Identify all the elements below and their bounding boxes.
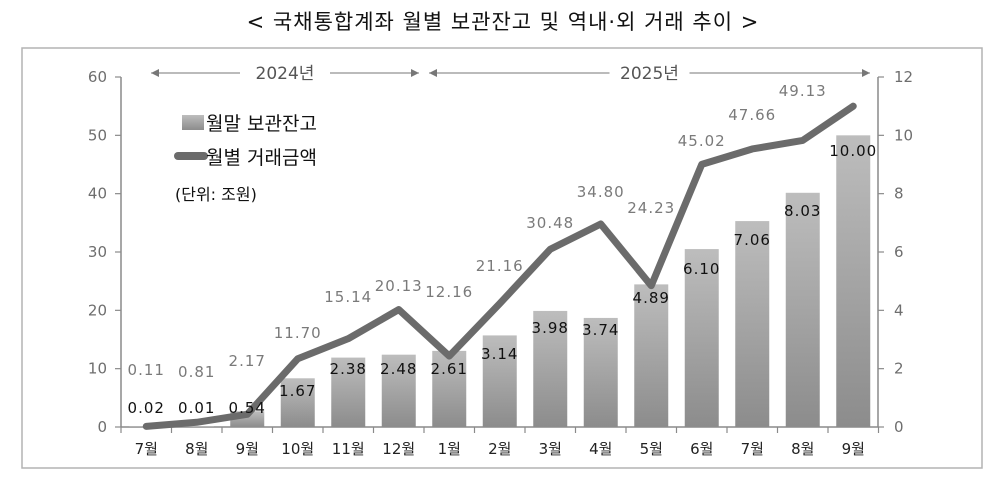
- y-right-tick-label: 10: [894, 126, 913, 144]
- bar-data-label: 3.14: [481, 345, 518, 363]
- bar-data-label: 1.67: [279, 382, 316, 400]
- period-label: 2025년: [620, 64, 679, 84]
- arrow-head-left-icon: [151, 69, 159, 77]
- bar-data-label: 3.74: [582, 321, 619, 339]
- bar-mark: [533, 310, 568, 427]
- legend-bar-swatch: [182, 115, 204, 130]
- y-left-tick-label: 30: [88, 243, 107, 261]
- y-left-tick-label: 10: [88, 360, 107, 378]
- bar-mark: [432, 350, 467, 427]
- bar-mark: [381, 354, 416, 427]
- y-right-tick-label: 6: [894, 243, 904, 261]
- y-right-tick-label: 2: [894, 360, 904, 378]
- x-tick-label: 7월: [135, 440, 158, 458]
- arrow-head-right-icon: [411, 69, 419, 77]
- bar-mark: [836, 135, 871, 428]
- x-tick-label: 9월: [842, 440, 865, 458]
- period-2024-arrow: 2024년: [151, 64, 419, 84]
- y-left-tick-label: 50: [88, 126, 107, 144]
- y-left-tick-label: 0: [97, 418, 107, 436]
- bar-data-label: 6.10: [683, 260, 720, 278]
- legend-bar-label: 월말 보관잔고: [206, 113, 317, 135]
- x-tick-label: 1월: [438, 440, 461, 458]
- line-data-label: 45.02: [678, 132, 726, 150]
- x-tick-label: 5월: [640, 440, 663, 458]
- bar-mark: [634, 284, 669, 427]
- period-label: 2024년: [256, 64, 315, 84]
- bar-mark: [179, 426, 214, 428]
- bar-data-label: 10.00: [829, 142, 877, 160]
- plot-frame: [21, 47, 983, 469]
- bar-mark: [280, 378, 315, 427]
- y-right-tick-label: 8: [894, 185, 904, 203]
- x-tick-label: 9월: [236, 440, 259, 458]
- line-data-label: 2.17: [229, 352, 266, 370]
- bar-data-label: 0.01: [178, 399, 215, 417]
- bar-data-label: 0.54: [229, 399, 266, 417]
- x-tick-label: 12월: [382, 440, 415, 458]
- bar-data-label: 2.48: [380, 360, 417, 378]
- y-left-tick-label: 40: [88, 185, 107, 203]
- line-data-label: 20.13: [375, 277, 423, 295]
- bar-data-label: 0.02: [128, 399, 165, 417]
- bar-data-label: 2.61: [431, 360, 468, 378]
- x-tick-label: 10월: [281, 440, 314, 458]
- line-data-label: 12.16: [425, 283, 473, 301]
- bar-data-label: 3.98: [532, 319, 569, 337]
- line-data-label: 34.80: [577, 183, 625, 201]
- bar-mark: [482, 335, 517, 427]
- line-data-label: 11.70: [274, 324, 322, 342]
- bar-data-label: 8.03: [784, 202, 821, 220]
- x-tick-label: 2월: [488, 440, 511, 458]
- bar-mark: [785, 192, 820, 427]
- chart-title: < 국채통합계좌 월별 보관잔고 및 역내·외 거래 추이 >: [246, 10, 760, 34]
- line-data-label: 0.11: [128, 361, 165, 379]
- x-tick-label: 7월: [741, 440, 764, 458]
- arrow-head-left-icon: [429, 69, 437, 77]
- bar-mark: [331, 357, 366, 427]
- bar-mark: [684, 249, 719, 427]
- bar-mark: [583, 317, 618, 427]
- line-data-label: 49.13: [779, 82, 827, 100]
- line-data-label: 47.66: [728, 106, 776, 124]
- bar-data-label: 7.06: [734, 231, 771, 249]
- period-2025-arrow: 2025년: [429, 64, 870, 84]
- bar-data-label: 4.89: [633, 289, 670, 307]
- y-right-tick-label: 4: [894, 301, 904, 319]
- x-tick-label: 4월: [589, 440, 612, 458]
- x-tick-label: 11월: [332, 440, 365, 458]
- line-data-label: 15.14: [324, 288, 372, 306]
- x-tick-label: 3월: [539, 440, 562, 458]
- line-data-label: 30.48: [526, 214, 574, 232]
- bar-mark: [735, 221, 770, 427]
- line-data-label: 21.16: [476, 257, 524, 275]
- arrow-head-right-icon: [862, 69, 870, 77]
- x-tick-label: 8월: [185, 440, 208, 458]
- y-left-tick-label: 20: [88, 301, 107, 319]
- line-data-label: 24.23: [627, 199, 675, 217]
- y-right-tick-label: 0: [894, 418, 904, 436]
- bar-data-label: 2.38: [330, 360, 367, 378]
- y-left-tick-label: 60: [88, 68, 107, 86]
- unit-note: (단위: 조원): [175, 185, 257, 204]
- x-tick-label: 8월: [791, 440, 814, 458]
- line-data-label: 0.81: [178, 363, 215, 381]
- y-right-tick-label: 12: [894, 68, 913, 86]
- legend-line-label: 월별 거래금액: [206, 147, 317, 169]
- x-tick-label: 6월: [690, 440, 713, 458]
